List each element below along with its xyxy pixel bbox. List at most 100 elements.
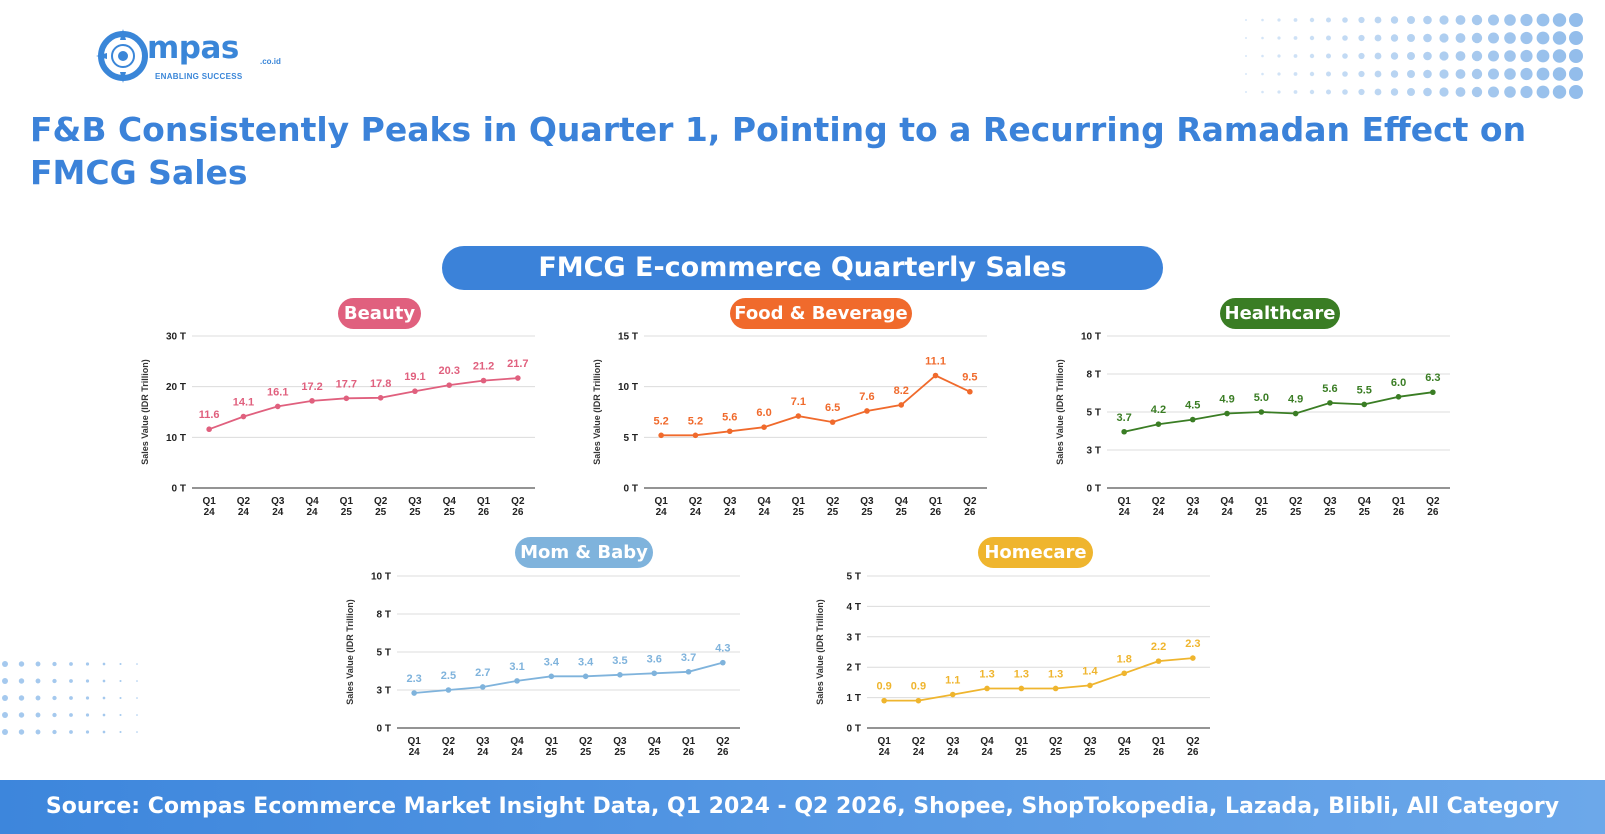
y-tick-label: 10 T <box>371 572 391 583</box>
x-tick-label: Q1 24 <box>1117 496 1131 518</box>
decor-dot <box>1407 52 1415 60</box>
data-label: 5.2 <box>654 415 669 427</box>
data-label: 17.8 <box>370 378 391 390</box>
x-tick-label: Q4 25 <box>1358 496 1372 518</box>
x-tick-label: Q4 25 <box>895 496 909 518</box>
data-point <box>692 432 699 439</box>
data-point <box>864 408 870 414</box>
data-label: 1.4 <box>1082 665 1098 677</box>
x-tick-label: Q1 24 <box>202 496 216 518</box>
decor-dot <box>1439 51 1449 61</box>
data-label: 9.5 <box>962 372 977 384</box>
y-tick-label: 10 T <box>166 433 186 444</box>
decor-dot <box>1520 67 1533 81</box>
decor-dot <box>52 678 57 684</box>
y-tick-label: 10 T <box>618 382 638 393</box>
decor-dot <box>136 697 138 699</box>
y-tick-label: 3 T <box>847 632 861 643</box>
decor-dot <box>1455 69 1466 79</box>
decor-dot <box>2 678 8 684</box>
decor-dot <box>1390 34 1399 42</box>
data-point <box>795 413 802 419</box>
x-tick-label: Q2 26 <box>963 496 977 518</box>
decor-dot <box>2 661 8 667</box>
data-label: 5.5 <box>1357 384 1372 396</box>
decor-dot <box>1245 19 1247 21</box>
decor-dot <box>119 713 122 717</box>
decor-dot <box>1309 35 1315 41</box>
x-tick-label: Q1 26 <box>682 736 696 758</box>
y-tick-label: 0 T <box>377 724 391 735</box>
data-point <box>1430 389 1436 396</box>
decor-dot <box>69 662 73 666</box>
decor-dot <box>1569 31 1583 45</box>
x-tick-label: Q2 25 <box>579 736 593 758</box>
decor-dot <box>1504 68 1516 80</box>
decor-dot <box>2 729 8 735</box>
chart-title-mombaby: Mom & Baby <box>515 537 653 568</box>
decor-dot <box>1261 54 1264 58</box>
data-label: 0.9 <box>911 681 926 693</box>
decorative-dot-grid <box>1245 13 1583 99</box>
decor-dot <box>1390 52 1399 60</box>
decor-dot <box>52 712 57 718</box>
decor-dot <box>18 661 25 667</box>
data-point <box>343 395 350 402</box>
decor-dot <box>1536 67 1550 81</box>
decor-dot <box>1374 52 1382 60</box>
decor-dot <box>35 729 41 735</box>
data-point <box>1395 394 1402 400</box>
x-tick-label: Q1 26 <box>929 496 943 518</box>
x-tick-label: Q3 24 <box>271 496 285 518</box>
decor-dot <box>1536 13 1550 27</box>
decor-dot <box>1569 13 1583 27</box>
decor-dot <box>119 662 122 666</box>
decor-dot <box>1488 50 1499 62</box>
decor-dot <box>1455 15 1466 25</box>
decor-dot <box>136 714 138 716</box>
x-tick-label: Q2 24 <box>237 496 251 518</box>
y-axis-title: Sales Value (IDR Trillion) <box>592 359 602 465</box>
data-point <box>1155 421 1162 427</box>
y-tick-label: 15 T <box>618 332 638 343</box>
decor-dot <box>52 661 57 667</box>
data-label: 8.2 <box>894 385 909 397</box>
data-label: 6.5 <box>825 402 840 414</box>
data-point <box>658 432 664 439</box>
data-label: 1.3 <box>1048 668 1063 680</box>
data-label: 3.1 <box>509 661 524 673</box>
decor-dot <box>1293 90 1298 94</box>
decor-dot <box>1520 85 1533 99</box>
decor-dot <box>85 713 90 717</box>
decor-dot <box>119 696 122 700</box>
decor-dot <box>85 696 90 700</box>
data-point <box>274 403 281 410</box>
data-point <box>984 685 990 692</box>
x-tick-label: Q4 24 <box>1220 496 1234 518</box>
decorative-dot-grid <box>2 661 138 735</box>
x-tick-label: Q2 24 <box>1152 496 1166 518</box>
decor-dot <box>52 729 57 735</box>
chart-mombaby: Sales Value (IDR Trillion) 0 T 3 T 5 T 8 T 10… <box>345 572 740 758</box>
x-tick-label: Q3 24 <box>946 736 960 758</box>
data-point <box>480 377 487 384</box>
decor-dot <box>35 695 41 701</box>
data-point <box>967 388 973 395</box>
y-axis-title: Sales Value (IDR Trillion) <box>345 599 355 705</box>
decor-dot <box>1374 88 1382 96</box>
decor-dot <box>69 713 73 717</box>
decor-dot <box>1293 54 1298 58</box>
decor-dot <box>35 678 41 684</box>
x-tick-label: Q1 26 <box>477 496 491 518</box>
decor-dot <box>1374 34 1382 42</box>
x-tick-label: Q1 24 <box>877 736 891 758</box>
decor-dot <box>1455 51 1466 61</box>
decor-dot <box>1390 70 1399 78</box>
data-label: 2.3 <box>407 673 422 685</box>
y-tick-label: 2 T <box>847 663 861 674</box>
x-tick-label: Q3 24 <box>1186 496 1200 518</box>
data-point <box>761 424 767 430</box>
decor-dot <box>1261 72 1264 76</box>
data-point <box>515 375 521 381</box>
data-label: 2.7 <box>475 667 490 679</box>
